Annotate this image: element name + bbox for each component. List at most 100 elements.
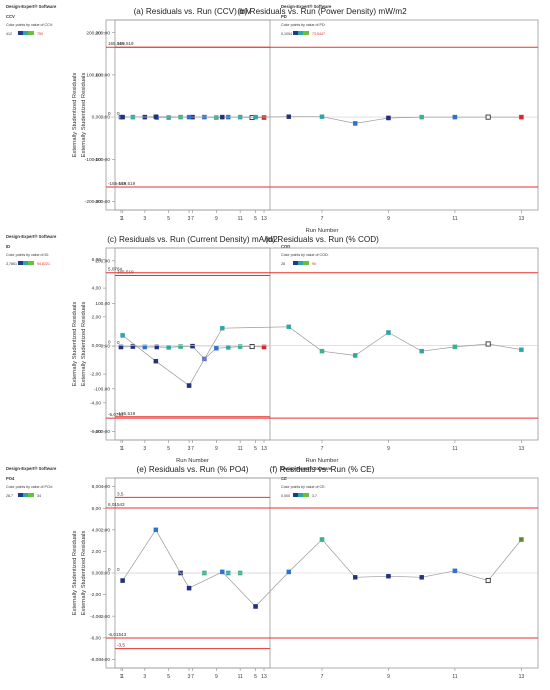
data-point	[187, 115, 191, 119]
legend-max-value: 3,7	[312, 494, 317, 498]
x-tick-label: 5	[254, 674, 257, 680]
y-tick-label: -200,00	[85, 199, 102, 205]
data-point	[154, 528, 158, 532]
legend-min-value: 412	[6, 32, 12, 36]
y-tick-label: -100,00	[94, 386, 111, 392]
x-axis-label: Run Number	[306, 458, 339, 464]
x-tick-label: 1	[121, 674, 124, 680]
legend-min-value: 3,7861	[6, 262, 17, 266]
x-tick-label: 1	[121, 446, 124, 452]
data-point	[453, 345, 457, 349]
x-tick-label: 7	[321, 446, 324, 452]
legend-max-value: 73,5447	[312, 32, 325, 36]
x-tick-label: 11	[452, 446, 457, 452]
data-point	[253, 115, 257, 119]
x-tick-label: 13	[261, 216, 267, 222]
chart-title: (d) Residuals vs. Run (% COD)	[265, 235, 379, 244]
legend-color-ramp-high	[303, 31, 309, 35]
y-tick-label: 0,00	[92, 571, 102, 577]
legend-color-ramp-high	[303, 261, 309, 265]
y-tick-label: 8,00	[92, 484, 102, 490]
data-point	[420, 575, 424, 579]
data-point	[121, 115, 125, 119]
data-point	[167, 115, 171, 119]
data-point	[453, 569, 457, 573]
y-tick-label: 200,00	[86, 30, 101, 36]
y-tick-label: 100,00	[95, 301, 110, 307]
legend-color-ramp-high	[28, 261, 34, 265]
y-axis-label: Externally Studentized Residuals	[81, 531, 87, 616]
y-axis-label: Externally Studentized Residuals	[72, 73, 78, 158]
legend-color-ramp-high	[303, 493, 309, 497]
series-line	[123, 327, 522, 386]
data-point	[154, 115, 158, 119]
data-point	[226, 345, 230, 349]
lower-limit-label: -3,5	[117, 643, 125, 648]
lower-limit-label: -6,01543	[108, 632, 127, 637]
data-point	[187, 586, 191, 590]
data-point	[214, 115, 218, 119]
data-point	[386, 574, 390, 578]
data-point	[178, 344, 182, 348]
zero-label: 0	[117, 567, 120, 572]
data-point	[519, 348, 523, 352]
legend-variable-name: ID	[6, 244, 10, 249]
legend-variable-name: CE	[281, 476, 287, 481]
x-tick-label: 9	[387, 446, 390, 452]
y-tick-label: -6,00	[90, 429, 101, 435]
data-point	[420, 115, 424, 119]
x-axis-label: Run Number	[306, 228, 339, 234]
data-point	[287, 115, 291, 119]
x-tick-label: 5	[167, 216, 170, 222]
legend-min-value: 0,000	[281, 494, 290, 498]
upper-limit-label: 165,519	[108, 41, 125, 46]
data-point	[386, 116, 390, 120]
data-point	[353, 353, 357, 357]
legend-description: Color points by value of CE:	[281, 485, 326, 489]
x-tick-label: 5	[254, 216, 257, 222]
data-point	[320, 115, 324, 119]
legend-description: Color points by value of ID:	[6, 253, 49, 257]
y-tick-label: 100,00	[86, 72, 101, 78]
data-point	[121, 578, 125, 582]
chart-title: (b) Residuals vs. Run (Power Density) mW…	[237, 7, 407, 16]
x-tick-label: 3	[143, 446, 146, 452]
data-point	[262, 115, 266, 119]
data-point	[453, 115, 457, 119]
y-tick-label: 6,00	[92, 257, 102, 263]
x-tick-label: 1	[121, 216, 124, 222]
legend-max-value: 90	[312, 262, 316, 266]
x-axis-label: Run Number	[176, 458, 209, 464]
zero-label: 0	[108, 339, 111, 344]
y-tick-label: 0,00	[101, 344, 111, 350]
x-tick-label: 9	[387, 674, 390, 680]
x-tick-label: 9	[215, 674, 218, 680]
x-tick-label: 9	[387, 216, 390, 222]
data-point	[386, 330, 390, 334]
data-point	[154, 359, 158, 363]
zero-label: 0	[108, 111, 111, 116]
data-point	[190, 344, 194, 348]
legend-max-value: 34	[37, 494, 41, 498]
data-point	[519, 115, 523, 119]
legend-min-value: 0,1004	[281, 32, 292, 36]
legend-variable-name: CCV	[6, 14, 15, 19]
lower-limit-label: -5,0764	[108, 412, 124, 417]
data-point	[121, 333, 125, 337]
x-tick-label: 5	[167, 446, 170, 452]
x-tick-label: 3	[143, 216, 146, 222]
y-tick-label: 4,00	[101, 484, 111, 490]
legend-min-value: 28,7	[6, 494, 13, 498]
data-point	[220, 570, 224, 574]
y-axis-label: Externally Studentized Residuals	[81, 302, 87, 387]
x-tick-label: 11	[238, 216, 243, 222]
data-point	[131, 344, 135, 348]
x-tick-label: 13	[519, 446, 525, 452]
x-tick-label: 9	[215, 446, 218, 452]
x-tick-label: 13	[519, 674, 525, 680]
y-tick-label: 2,00	[92, 314, 102, 320]
y-axis-label: Externally Studentized Residuals	[81, 73, 87, 158]
